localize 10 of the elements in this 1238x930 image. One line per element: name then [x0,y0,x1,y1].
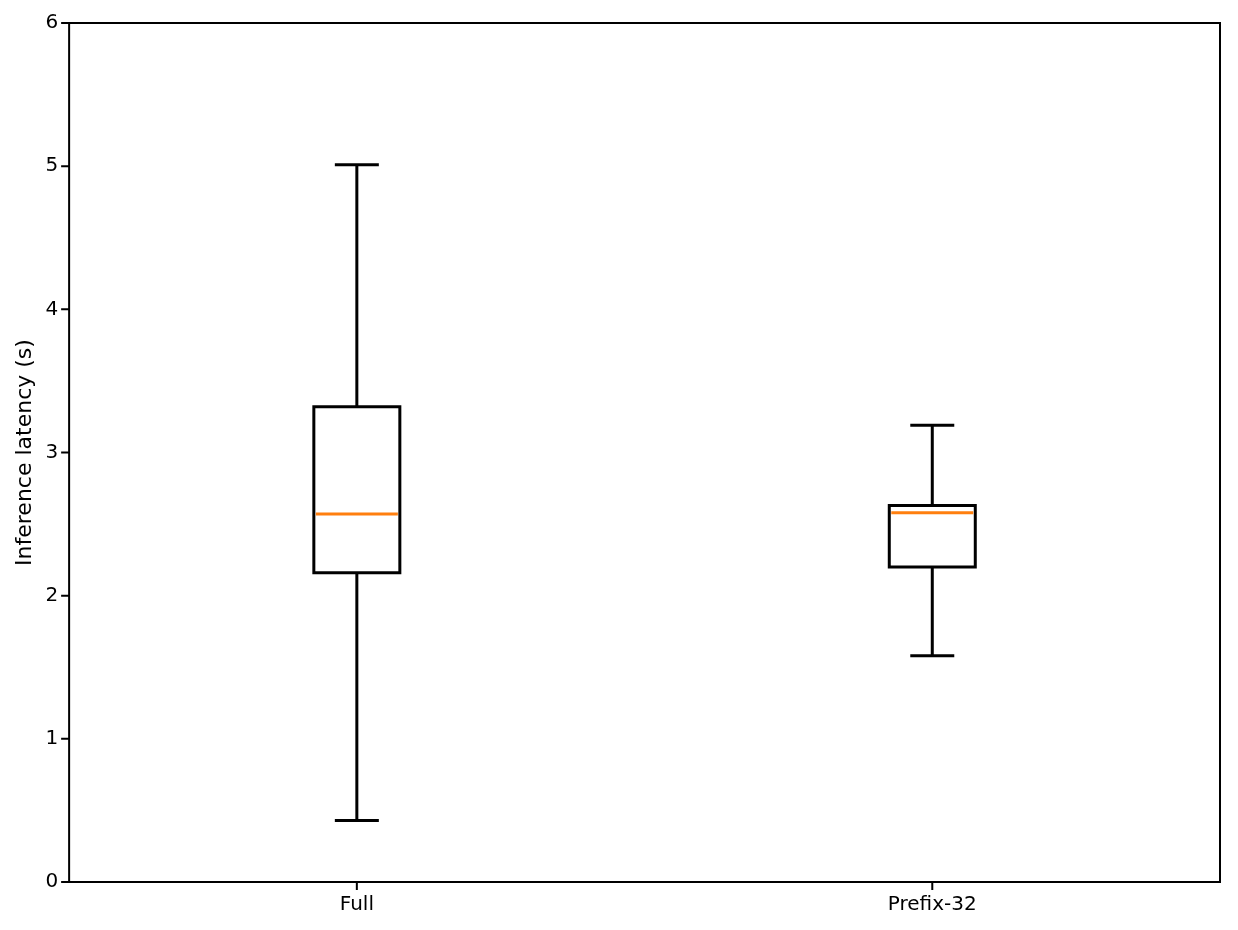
x-tick-label: Prefix-32 [887,891,977,916]
y-tick-label: 0 [45,868,59,893]
y-tick-label: 4 [45,295,59,320]
x-tick-label: Full [339,891,374,916]
y-tick-label: 3 [45,438,59,463]
y-axis-title: Inference latency (s) [10,339,36,566]
y-tick-label: 6 [45,9,59,34]
y-tick-label: 2 [45,581,59,606]
y-tick-label: 5 [45,152,59,177]
y-tick-label: 1 [45,725,59,750]
